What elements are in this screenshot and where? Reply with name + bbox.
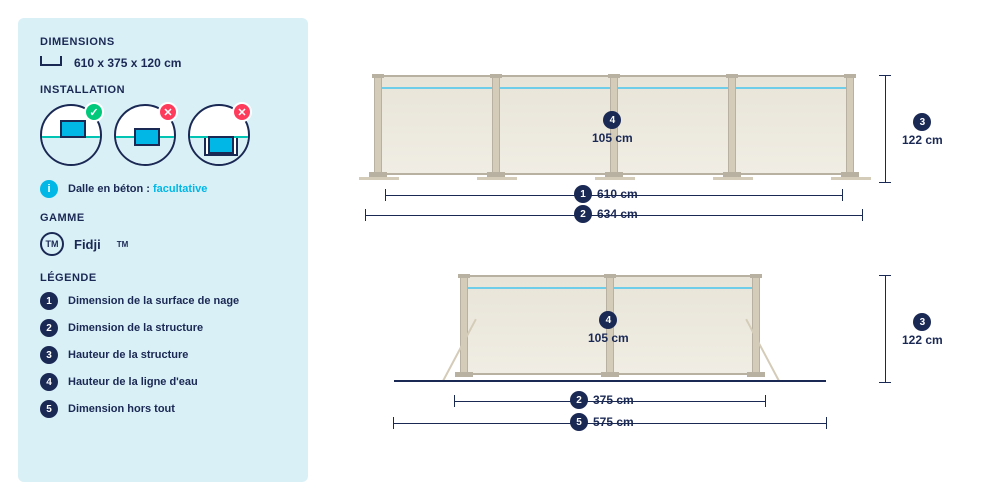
width-view-diagram: 4 105 cm 2 375 cm 5 575 cm 3 122 cm <box>360 275 930 450</box>
gamme-name: Fidji <box>74 237 101 252</box>
gamme-title: GAMME <box>40 212 290 224</box>
cross-icon: ✕ <box>158 102 178 122</box>
dim-1-label: 1 610 cm <box>574 185 638 203</box>
trademark-icon: TM <box>40 232 64 256</box>
diagram-area: 4 105 cm 1 610 cm 2 634 cm 3 122 cm <box>340 0 980 500</box>
dim-line-3b <box>885 275 886 383</box>
install-option-above-ground: ✓ <box>40 104 102 166</box>
dim-2b-label: 2 375 cm <box>570 391 634 409</box>
installation-options: ✓ ✕ ✕ <box>40 104 290 166</box>
dimensions-value: 610 x 375 x 120 cm <box>74 56 181 70</box>
dimensions-title: DIMENSIONS <box>40 36 290 48</box>
legend-item: 3Hauteur de la structure <box>40 346 290 364</box>
legend-title: LÉGENDE <box>40 272 290 284</box>
info-icon: i <box>40 180 58 198</box>
water-height-label: 4 105 cm <box>592 111 633 145</box>
dim-line-3 <box>885 75 886 183</box>
install-option-buried: ✕ <box>188 104 250 166</box>
dimensions-row: 610 x 375 x 120 cm <box>40 56 290 70</box>
info-panel: DIMENSIONS 610 x 375 x 120 cm INSTALLATI… <box>18 18 308 482</box>
length-view-diagram: 4 105 cm 1 610 cm 2 634 cm 3 122 cm <box>360 75 930 220</box>
slab-label: Dalle en béton : facultative <box>68 183 207 195</box>
legend-item: 2Dimension de la structure <box>40 319 290 337</box>
installation-title: INSTALLATION <box>40 84 290 96</box>
dim-2-label: 2 634 cm <box>574 205 638 223</box>
legend-item: 4Hauteur de la ligne d'eau <box>40 373 290 391</box>
legend-item: 1Dimension de la surface de nage <box>40 292 290 310</box>
water-height-label: 4 105 cm <box>588 311 629 345</box>
dim-3b-label: 3 122 cm <box>902 313 943 347</box>
check-icon: ✓ <box>84 102 104 122</box>
tm-superscript: TM <box>117 240 129 249</box>
dim-3-label: 3 122 cm <box>902 113 943 147</box>
install-option-semi-buried: ✕ <box>114 104 176 166</box>
gamme-row: TM Fidji TM <box>40 232 290 256</box>
dimensions-icon <box>40 56 62 66</box>
legend-item: 5Dimension hors tout <box>40 400 290 418</box>
legend-list: 1Dimension de la surface de nage 2Dimens… <box>40 292 290 418</box>
cross-icon: ✕ <box>232 102 252 122</box>
concrete-slab-info: i Dalle en béton : facultative <box>40 180 290 198</box>
dim-5-label: 5 575 cm <box>570 413 634 431</box>
